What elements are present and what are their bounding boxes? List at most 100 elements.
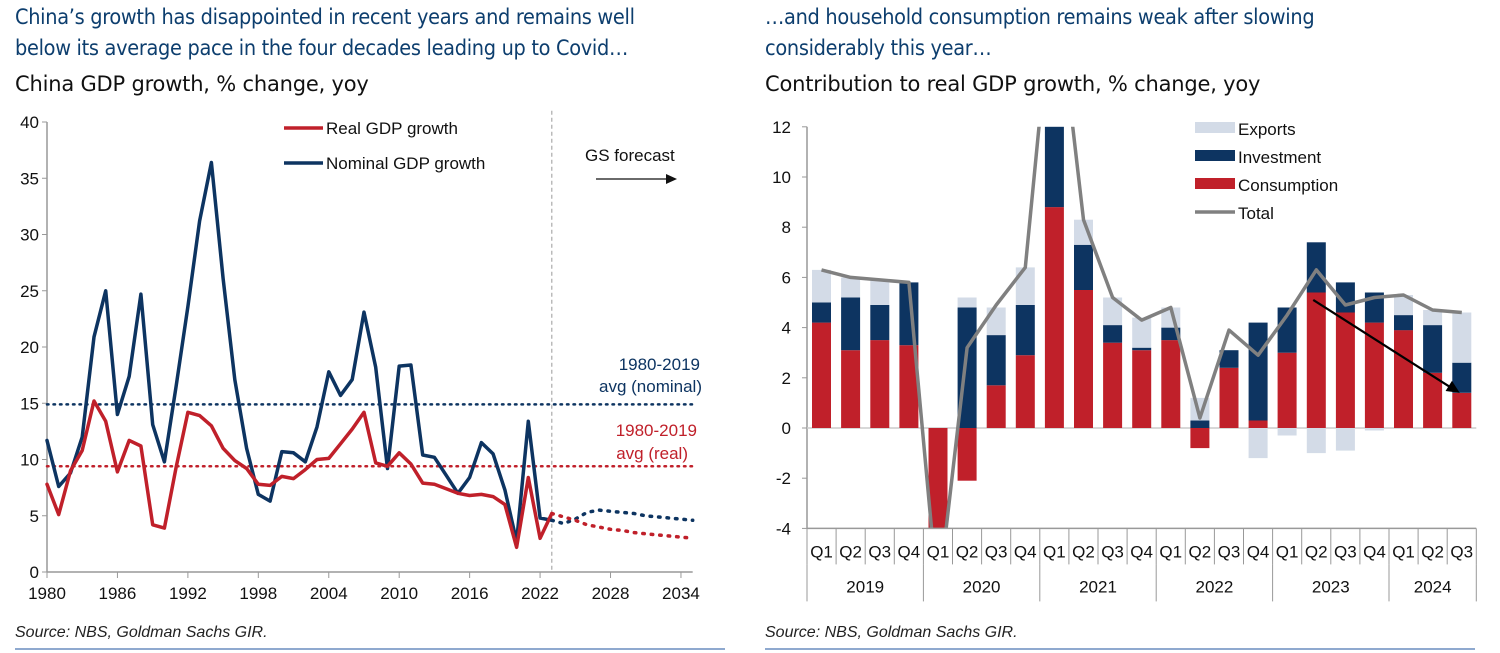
legend-swatch-consumption	[1195, 178, 1235, 189]
legend-label-total: Total	[1238, 204, 1274, 223]
quarter-label: Q3	[1101, 542, 1124, 561]
y-tick-label: 15	[20, 394, 39, 413]
bar-investment	[1015, 305, 1035, 356]
bar-consumption	[1015, 355, 1035, 428]
y-tick-label: 20	[20, 338, 39, 357]
left-subtitle: China GDP growth, % change, yoy	[15, 72, 369, 96]
quarter-label: Q4	[1014, 542, 1037, 561]
right-panel: …and household consumption remains weak …	[750, 0, 1500, 653]
bar-exports	[812, 269, 831, 303]
bar-exports	[1394, 295, 1413, 316]
bar-consumption	[1452, 392, 1472, 428]
bar-investment	[1132, 347, 1152, 351]
bar-consumption	[986, 385, 1006, 428]
bar-exports	[1132, 317, 1152, 348]
left-divider	[15, 648, 725, 650]
total-line	[821, 126, 1462, 529]
x-tick-label: 1980	[28, 584, 66, 603]
y-tick-label: 6	[782, 268, 791, 287]
y-tick-label: -2	[776, 469, 791, 488]
legend-label-investment: Investment	[1238, 148, 1321, 167]
quarter-label: Q2	[1189, 542, 1212, 561]
x-tick-label: 2028	[592, 584, 630, 603]
bar-consumption	[1394, 330, 1413, 428]
year-label: 2022	[1195, 577, 1233, 596]
right-source-note: Source: NBS, Goldman Sachs GIR.	[765, 624, 1018, 641]
left-source-note: Source: NBS, Goldman Sachs GIR.	[15, 624, 268, 641]
quarter-label: Q4	[1247, 542, 1270, 561]
bar-investment	[1074, 244, 1093, 290]
left-panel: China’s growth has disappointed in recen…	[0, 0, 740, 653]
bar-consumption	[1306, 292, 1326, 428]
quarter-label: Q4	[1363, 542, 1386, 561]
real-gdp-forecast-line	[550, 511, 695, 541]
quarter-label: Q2	[839, 542, 862, 561]
y-tick-label: 2	[782, 369, 791, 388]
bar-exports	[1364, 428, 1384, 431]
x-tick-label: 2010	[380, 584, 418, 603]
gdp-growth-line-chart: 0 5 10 15 20 25 30 35 40 1980 1986 1992 1998 2004 2010…	[20, 110, 702, 603]
legend-swatch-investment	[1195, 150, 1235, 161]
nominal-avg-label-2: avg (nominal)	[599, 377, 702, 396]
y-tick-label: -4	[776, 519, 791, 538]
bar-consumption	[1423, 372, 1443, 428]
bar-investment	[1423, 325, 1443, 373]
bar-consumption	[928, 428, 948, 529]
y-tick-label: 30	[20, 226, 39, 245]
y-tick-label: 10	[772, 168, 791, 187]
bar-consumption	[1132, 350, 1152, 428]
nominal-avg-label-1: 1980-2019	[619, 355, 700, 374]
bar-consumption	[870, 340, 890, 428]
bar-consumption	[1103, 342, 1123, 428]
bar-investment	[1219, 350, 1239, 368]
bar-consumption	[1364, 322, 1384, 428]
quarter-label: Q4	[1130, 542, 1153, 561]
y-tick-label: 0	[30, 563, 39, 582]
year-label: 2019	[846, 577, 884, 596]
bar-investment	[1452, 362, 1472, 393]
x-tick-label: 1986	[99, 584, 137, 603]
bar-consumption	[1219, 367, 1239, 428]
left-headline-line2: below its average pace in the four decad…	[15, 36, 629, 61]
quarter-label: Q3	[1218, 542, 1241, 561]
x-tick-label: 1998	[239, 584, 277, 603]
bar-exports	[1248, 428, 1268, 459]
x-tick-label: 2004	[310, 584, 348, 603]
bar-exports	[957, 297, 977, 308]
bar-investment	[841, 297, 861, 351]
bar-investment	[1306, 242, 1326, 293]
right-headline: …and household consumption remains weak …	[765, 2, 1315, 64]
legend-label-exports: Exports	[1238, 120, 1296, 139]
forecast-label: GS forecast	[585, 146, 675, 165]
bar-exports	[1074, 219, 1093, 245]
bar-consumption	[812, 322, 831, 428]
bar-investment	[1190, 420, 1210, 428]
bar-exports	[1015, 267, 1035, 305]
year-label: 2024	[1414, 577, 1452, 596]
y-tick-label: 40	[20, 113, 39, 132]
quarter-label: Q3	[868, 542, 891, 561]
quarter-label: Q3	[1334, 542, 1357, 561]
bar-consumption	[841, 350, 861, 428]
bar-consumption	[957, 428, 977, 481]
bar-consumption	[1161, 340, 1181, 428]
quarter-label: Q2	[1305, 542, 1328, 561]
bar-investment	[870, 305, 890, 341]
quarter-label: Q3	[1450, 542, 1473, 561]
nominal-gdp-forecast-line	[550, 508, 695, 526]
year-label: 2023	[1312, 577, 1350, 596]
left-headline: China’s growth has disappointed in recen…	[15, 2, 635, 64]
bar-investment	[1248, 322, 1268, 421]
right-subtitle: Contribution to real GDP growth, % chang…	[765, 72, 1261, 96]
y-tick-label: 10	[20, 451, 39, 470]
quarter-label: Q2	[1421, 542, 1444, 561]
y-tick-label: 12	[772, 118, 791, 137]
nominal-gdp-line	[45, 160, 554, 544]
bar-consumption	[1277, 352, 1297, 428]
quarter-label: Q2	[956, 542, 979, 561]
y-tick-label: 4	[782, 319, 791, 338]
bar-investment	[1394, 315, 1413, 331]
trend-arrow-shaft	[1312, 299, 1451, 388]
x-tick-label: 1992	[169, 584, 207, 603]
bar-consumption	[1044, 207, 1064, 428]
